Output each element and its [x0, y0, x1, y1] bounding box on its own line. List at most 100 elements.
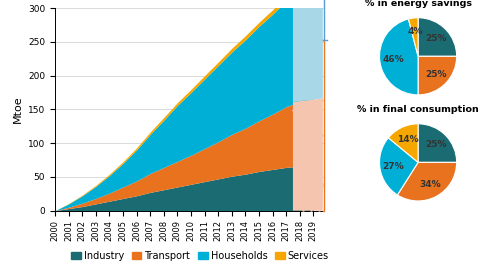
Point: [291, 108, 299, 112]
Point: [318, 154, 326, 158]
Point: [296, 181, 304, 185]
Text: 34%: 34%: [420, 180, 441, 189]
Point: [316, 179, 324, 183]
Point: [317, 144, 325, 148]
Point: [296, 171, 304, 175]
Text: 25%: 25%: [425, 140, 446, 149]
Point: [292, 147, 300, 151]
Point: [302, 125, 310, 129]
Wedge shape: [418, 124, 457, 162]
Point: [313, 181, 321, 186]
Legend: Industry, Transport, Households, Services: Industry, Transport, Households, Service…: [67, 247, 333, 265]
Point: [304, 182, 312, 186]
Text: 25%: 25%: [0, 269, 1, 270]
Point: [306, 204, 314, 208]
Text: 4%: 4%: [407, 27, 422, 36]
Point: [315, 112, 323, 116]
Point: [316, 208, 324, 212]
Point: [312, 198, 320, 202]
Polygon shape: [293, 0, 323, 102]
Point: [298, 198, 306, 202]
Wedge shape: [380, 138, 418, 195]
Point: [310, 170, 318, 175]
Title: % in energy savings: % in energy savings: [364, 0, 472, 8]
Text: 34%: 34%: [0, 269, 1, 270]
Point: [296, 198, 304, 203]
Point: [300, 175, 308, 179]
Title: % in final consumption: % in final consumption: [357, 105, 479, 114]
Point: [291, 108, 299, 112]
Text: 27%: 27%: [0, 269, 1, 270]
Text: 25%: 25%: [0, 269, 1, 270]
Point: [304, 138, 312, 142]
Text: 25%: 25%: [425, 34, 446, 43]
Point: [289, 107, 297, 112]
Polygon shape: [293, 99, 323, 211]
Point: [298, 150, 306, 155]
Point: [292, 167, 300, 171]
Wedge shape: [398, 162, 456, 201]
Text: 25%: 25%: [0, 269, 1, 270]
Point: [300, 110, 308, 114]
Point: [312, 204, 320, 209]
Text: 46%: 46%: [0, 269, 1, 270]
Wedge shape: [408, 18, 418, 56]
Point: [290, 137, 298, 142]
Y-axis label: Mtoe: Mtoe: [12, 96, 22, 123]
Point: [290, 162, 298, 166]
Point: [310, 131, 318, 135]
Text: 14%: 14%: [0, 269, 1, 270]
Point: [307, 136, 315, 140]
Point: [290, 103, 298, 108]
Point: [318, 98, 326, 102]
Point: [302, 127, 310, 131]
Point: [298, 153, 306, 157]
Point: [308, 187, 316, 191]
Point: [294, 142, 302, 147]
Point: [312, 207, 320, 211]
Point: [314, 105, 322, 109]
Point: [316, 183, 324, 187]
Point: [292, 131, 300, 135]
Point: [298, 100, 306, 104]
Text: 14%: 14%: [396, 135, 418, 144]
Point: [318, 108, 326, 112]
Wedge shape: [418, 18, 457, 56]
Point: [292, 113, 300, 118]
Text: 46%: 46%: [382, 55, 404, 64]
Point: [294, 103, 302, 107]
Point: [298, 119, 306, 124]
Text: 25%: 25%: [425, 70, 446, 79]
Point: [296, 109, 304, 113]
Point: [304, 152, 312, 156]
Point: [316, 189, 324, 193]
Point: [303, 190, 311, 195]
Point: [298, 133, 306, 137]
Point: [295, 165, 303, 170]
Point: [310, 182, 318, 186]
Point: [311, 173, 319, 177]
Point: [292, 121, 300, 125]
Point: [308, 145, 316, 149]
Point: [304, 188, 312, 192]
Point: [294, 183, 302, 187]
Point: [312, 127, 320, 131]
Point: [312, 129, 320, 133]
Wedge shape: [380, 19, 418, 95]
Point: [309, 115, 317, 119]
Point: [314, 195, 322, 199]
Point: [307, 208, 315, 212]
Point: [298, 193, 306, 197]
Point: [310, 151, 318, 156]
Point: [290, 135, 298, 139]
Point: [307, 107, 315, 111]
Point: [307, 196, 315, 200]
Point: [292, 138, 300, 142]
Point: [294, 152, 302, 156]
Point: [301, 99, 309, 104]
Point: [313, 153, 321, 158]
Point: [290, 117, 298, 121]
Point: [311, 169, 319, 174]
Point: [318, 181, 326, 186]
Wedge shape: [388, 124, 418, 162]
